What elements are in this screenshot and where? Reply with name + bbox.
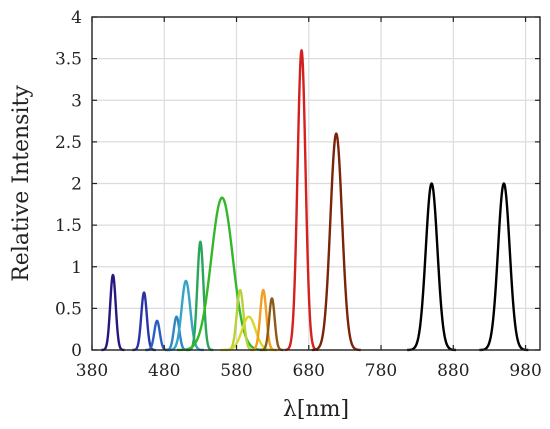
x-tick-label: 880: [437, 361, 469, 381]
spectrum-peak-629: [259, 297, 285, 352]
y-tick-label: 4: [71, 8, 82, 28]
spectrum-curves: [100, 49, 530, 352]
y-tick-label: 3.5: [55, 50, 82, 70]
spectrum-peak-510: [167, 279, 205, 352]
x-tick-label: 580: [220, 361, 252, 381]
x-tick-label: 480: [148, 361, 180, 381]
y-tick-label: 0: [71, 341, 82, 361]
y-tick-label: 2.5: [55, 133, 82, 153]
x-axis-label: λ[nm]: [283, 397, 349, 422]
spectrum-peak-718: [311, 132, 362, 352]
x-tick-label: 980: [509, 361, 541, 381]
spectrum-peak-560: [176, 196, 268, 352]
grid-lines: [91, 16, 540, 351]
x-tick-label: 680: [293, 361, 325, 381]
spectrum-peak-585: [225, 288, 256, 352]
y-tick-label: 0.5: [55, 299, 82, 319]
x-tick-label: 380: [76, 361, 108, 381]
spectrum-peak-850: [406, 182, 457, 352]
spectrum-peak-617: [249, 288, 278, 352]
y-axis-label: Relative Intensity: [9, 85, 34, 282]
spectrum-peak-409: [100, 273, 126, 352]
y-tick-label: 1: [71, 258, 82, 278]
spectrum-peak-950: [478, 182, 530, 352]
spectrum-peak-670: [283, 49, 320, 352]
axes: 380 480 580 680 780 880 980 0 0.5 1 1.5 2 2.5 3 3.5 4: [55, 8, 542, 381]
y-tick-label: 3: [71, 91, 82, 111]
spectrum-peak-452: [131, 291, 157, 352]
y-tick-label: 2: [71, 175, 82, 195]
y-tick-label: 1.5: [55, 216, 82, 236]
x-tick-label: 780: [365, 361, 397, 381]
